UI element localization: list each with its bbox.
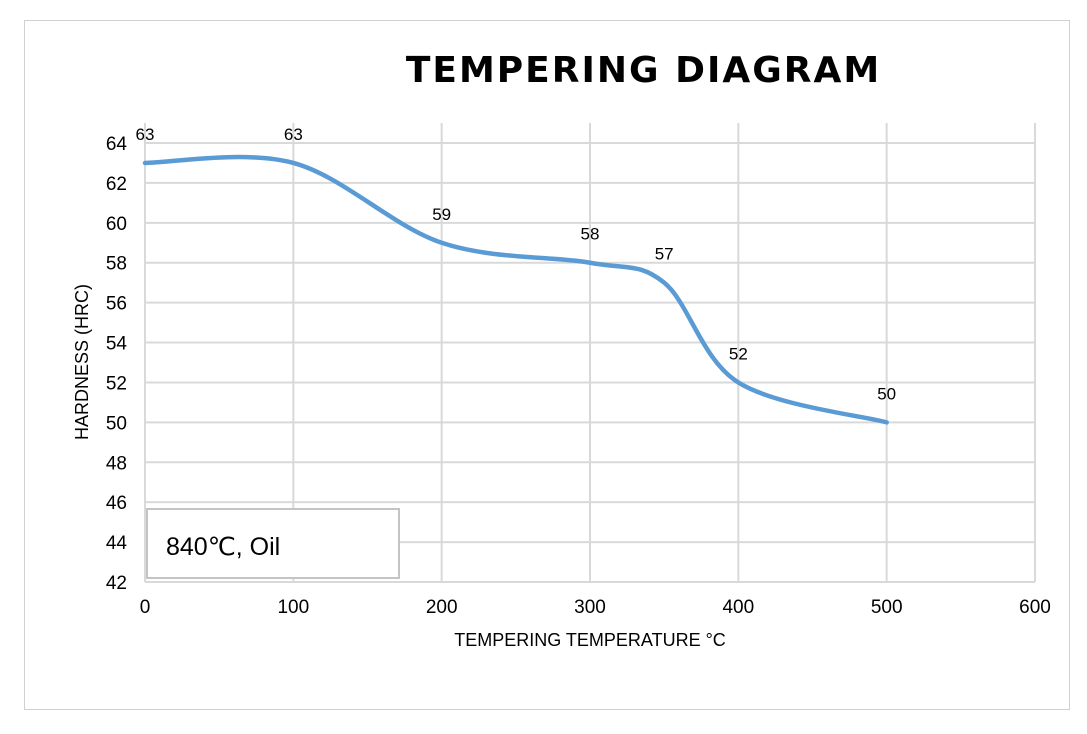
y-tick-label: 62 (106, 174, 127, 195)
x-tick-label: 600 (1019, 597, 1051, 618)
data-label: 57 (655, 245, 674, 264)
y-tick-label: 60 (106, 214, 127, 235)
y-tick-label: 56 (106, 294, 127, 315)
y-tick-label: 44 (106, 533, 128, 554)
chart-title: TEMPERING DIAGRAM (405, 50, 882, 91)
y-tick-label: 58 (106, 254, 127, 275)
y-tick-label: 52 (106, 373, 127, 394)
x-tick-label: 500 (871, 597, 903, 618)
data-label: 52 (729, 344, 748, 363)
y-tick-label: 46 (106, 493, 127, 514)
y-tick-label: 64 (106, 134, 128, 155)
x-tick-label: 300 (574, 597, 606, 618)
x-tick-label: 200 (426, 597, 458, 618)
series-line-hardness (142, 154, 889, 425)
chart-frame (24, 20, 1070, 710)
data-label: 59 (432, 205, 451, 224)
x-tick-label: 0 (140, 597, 151, 618)
data-label: 50 (877, 384, 896, 403)
data-label: 63 (284, 125, 303, 144)
y-tick-label: 42 (106, 573, 127, 594)
x-axis-label: TEMPERING TEMPERATURE °C (454, 630, 726, 650)
annotation-box: 840℃, Oil (146, 508, 400, 579)
data-label: 63 (136, 125, 155, 144)
x-tick-label: 100 (277, 597, 309, 618)
x-tick-label: 400 (722, 597, 754, 618)
y-tick-label: 50 (106, 413, 127, 434)
y-tick-label: 54 (106, 334, 128, 355)
y-tick-label: 48 (106, 453, 127, 474)
data-label: 58 (581, 225, 600, 244)
y-axis-label: HARDNESS (HRC) (72, 284, 92, 440)
